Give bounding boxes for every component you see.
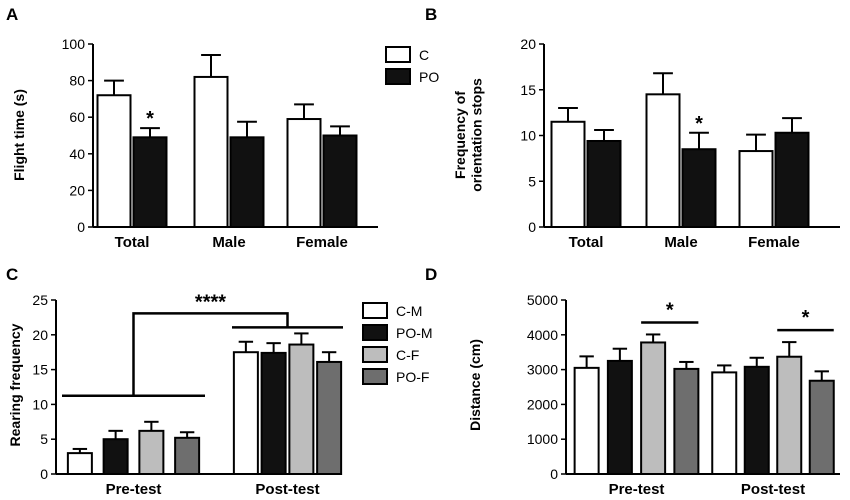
significance-marker: * bbox=[146, 108, 154, 130]
significance-bracket bbox=[132, 312, 289, 396]
bar bbox=[96, 94, 132, 228]
y-tick-label: 20 bbox=[69, 182, 85, 198]
significance-marker: * bbox=[802, 307, 810, 329]
y-tick-label: 5 bbox=[40, 431, 48, 447]
bar bbox=[260, 351, 287, 475]
x-category-label: Female bbox=[296, 234, 348, 251]
bar bbox=[681, 148, 717, 229]
legend-label: PO bbox=[419, 69, 439, 85]
bar bbox=[286, 118, 322, 228]
bar bbox=[645, 93, 681, 228]
y-tick-label: 0 bbox=[40, 466, 48, 482]
bar bbox=[808, 379, 835, 475]
legend-swatch bbox=[385, 68, 411, 85]
significance-marker: * bbox=[695, 113, 703, 135]
x-category-label: Pre-test bbox=[106, 481, 162, 498]
bar bbox=[174, 436, 201, 476]
bar bbox=[322, 134, 358, 228]
x-category-label: Post-test bbox=[741, 481, 805, 498]
bar bbox=[586, 139, 622, 229]
legend-swatch bbox=[362, 346, 388, 363]
y-tick-label: 1000 bbox=[527, 431, 558, 447]
y-tick-label: 40 bbox=[69, 146, 85, 162]
bar bbox=[288, 343, 315, 475]
y-axis-label: Distance (cm) bbox=[467, 339, 483, 431]
y-tick-label: 4000 bbox=[527, 327, 558, 343]
x-category-label: Male bbox=[664, 234, 697, 251]
y-tick-label: 15 bbox=[520, 82, 536, 98]
x-category-label: Total bbox=[569, 234, 604, 251]
y-tick-label: 20 bbox=[32, 327, 48, 343]
bar bbox=[229, 136, 265, 228]
x-category-label: Pre-test bbox=[609, 481, 665, 498]
bar bbox=[573, 366, 600, 475]
bar bbox=[743, 365, 770, 476]
legend-swatch bbox=[362, 368, 388, 385]
y-tick-label: 10 bbox=[520, 128, 536, 144]
y-tick-label: 0 bbox=[77, 219, 85, 235]
y-tick-label: 100 bbox=[62, 36, 86, 52]
bar bbox=[711, 371, 738, 475]
y-tick-label: 2000 bbox=[527, 396, 558, 412]
y-tick-label: 0 bbox=[528, 219, 536, 235]
bar bbox=[640, 341, 667, 475]
y-axis-label-line: Frequency of bbox=[452, 91, 468, 179]
bar bbox=[232, 351, 259, 476]
bar bbox=[132, 136, 168, 228]
significance-marker: **** bbox=[195, 291, 226, 313]
legend-swatch bbox=[362, 324, 388, 341]
legend-label: C-F bbox=[396, 347, 419, 363]
panel-a: A 0 20 40 60 80 100 Flight time (s) Total Male Fem… bbox=[6, 5, 439, 251]
y-tick-label: 0 bbox=[550, 466, 558, 482]
bar bbox=[774, 131, 810, 229]
bar bbox=[738, 150, 774, 228]
x-category-label: Post-test bbox=[255, 481, 319, 498]
bar bbox=[550, 120, 586, 228]
legend-label: C-M bbox=[396, 303, 422, 319]
x-category-label: Male bbox=[212, 234, 245, 251]
y-axis-label: Flight time (s) bbox=[11, 89, 27, 181]
y-axis-label: Rearing frequency bbox=[7, 323, 23, 446]
panel-b: B 0 5 10 15 20 Frequency oforientation stops To… bbox=[425, 5, 840, 251]
y-axis-label: Frequency oforientation stops bbox=[452, 78, 484, 192]
y-tick-label: 10 bbox=[32, 396, 48, 412]
bar bbox=[193, 75, 229, 228]
panel-d: D 0 1000 2000 3000 4000 5000 Distance (cm) Pre-t… bbox=[425, 265, 840, 498]
significance-marker: * bbox=[666, 299, 674, 321]
y-tick-label: 3000 bbox=[527, 362, 558, 378]
x-category-label: Female bbox=[748, 234, 800, 251]
legend-label: PO-M bbox=[396, 325, 433, 341]
bar bbox=[66, 452, 93, 475]
y-tick-label: 25 bbox=[32, 292, 48, 308]
x-category-label: Total bbox=[115, 234, 150, 251]
bar bbox=[776, 355, 803, 475]
y-tick-label: 5 bbox=[528, 173, 536, 189]
bar bbox=[673, 367, 700, 475]
y-tick-label: 80 bbox=[69, 73, 85, 89]
bar bbox=[138, 429, 165, 475]
panel-label-d: D bbox=[425, 265, 437, 284]
panel-label-a: A bbox=[6, 5, 18, 24]
legend-label: C bbox=[419, 47, 429, 63]
y-axis-label-line: orientation stops bbox=[468, 78, 484, 192]
bar bbox=[102, 438, 129, 476]
legend-label: PO-F bbox=[396, 369, 429, 385]
legend-swatch bbox=[362, 302, 388, 319]
y-tick-label: 20 bbox=[520, 36, 536, 52]
panel-label-b: B bbox=[425, 5, 437, 24]
panel-c: C 0 5 10 15 20 25 Rearing frequency Pre-test Post… bbox=[6, 265, 433, 498]
legend-swatch bbox=[385, 46, 411, 63]
bar bbox=[606, 359, 633, 475]
y-tick-label: 60 bbox=[69, 109, 85, 125]
panel-label-c: C bbox=[6, 265, 18, 284]
y-tick-label: 5000 bbox=[527, 292, 558, 308]
y-tick-label: 15 bbox=[32, 362, 48, 378]
bar bbox=[316, 360, 343, 475]
